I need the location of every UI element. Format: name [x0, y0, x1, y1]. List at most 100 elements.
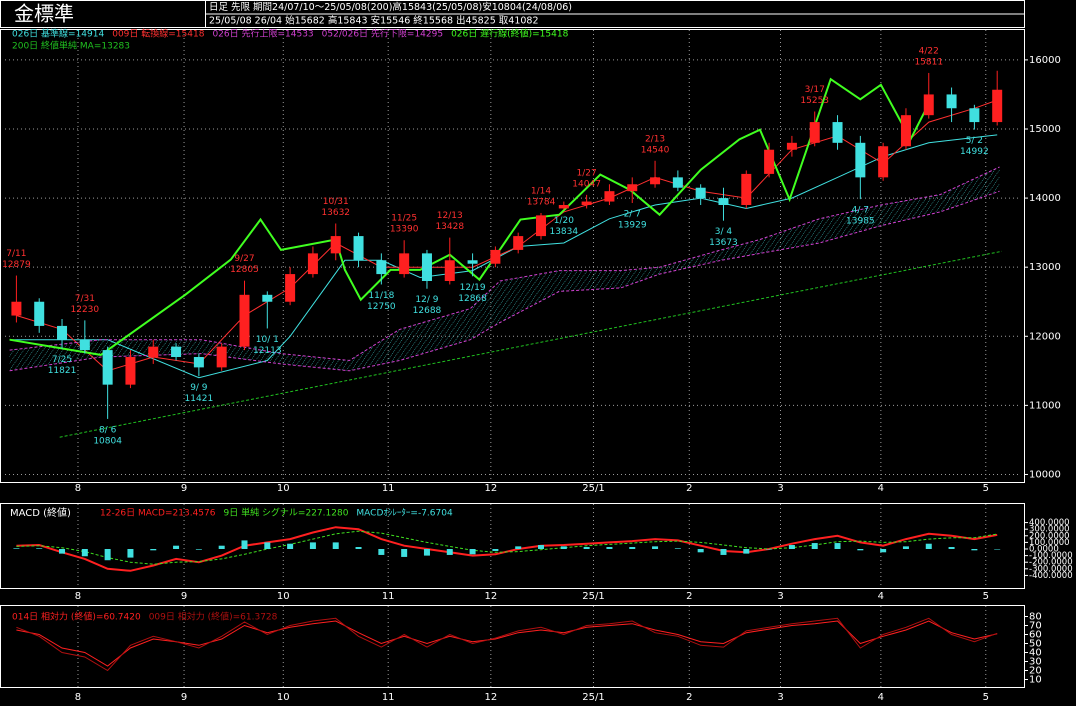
- histogram-bar: [218, 545, 225, 549]
- series-line: [16, 99, 998, 372]
- candle-body: [376, 260, 387, 275]
- histogram-bar: [606, 547, 613, 549]
- histogram-bar: [811, 543, 818, 549]
- candle-body: [855, 142, 866, 178]
- annotation-date: 2/ 7: [624, 209, 641, 219]
- candle-body: [239, 294, 250, 347]
- x-tick-label: 5: [983, 591, 989, 602]
- y-tick-label: -200.0000: [1029, 558, 1073, 568]
- histogram-bar: [287, 543, 294, 549]
- annotation-value: 12230: [71, 305, 100, 315]
- annotation-value: 13428: [435, 222, 464, 232]
- annotation-date: 9/27: [234, 254, 254, 264]
- candle-body: [650, 177, 661, 185]
- candle-body: [627, 184, 638, 192]
- x-tick-label: 9: [181, 591, 187, 602]
- histogram-bar: [629, 547, 636, 549]
- legend-entry: 026日 遅行線(終値)=15418: [451, 28, 569, 40]
- histogram-bar: [674, 548, 681, 549]
- annotation-value: 12688: [413, 306, 442, 316]
- candle-body: [307, 253, 318, 275]
- candle-body: [558, 204, 569, 209]
- candle-body: [285, 274, 296, 302]
- candle-body: [672, 177, 683, 188]
- legend-entry: 014日 相対力 (終値)=60.7420: [12, 611, 141, 623]
- annotation-value: 13834: [549, 227, 578, 237]
- histogram-bar: [423, 549, 430, 556]
- legend-entry: 009日 転換線=15418: [112, 28, 204, 40]
- annotation-value: 13985: [846, 217, 875, 227]
- annotation-value: 13390: [390, 225, 419, 235]
- candle-body: [467, 260, 478, 264]
- annotation-date: 7/31: [75, 294, 95, 304]
- histogram-bar: [560, 546, 567, 549]
- y-tick-label: 14000: [1029, 193, 1061, 204]
- annotation-value: 12868: [458, 294, 487, 304]
- y-tick-label: -400.0000: [1029, 571, 1073, 581]
- histogram-bar: [857, 549, 864, 551]
- x-tick-label: 9: [181, 692, 187, 703]
- candle-body: [969, 108, 980, 123]
- annotation-date: 2/13: [645, 134, 665, 144]
- histogram-bar: [492, 549, 499, 551]
- histogram-bar: [241, 540, 248, 549]
- x-tick-label: 25/1: [582, 591, 604, 602]
- annotation-value: 13784: [527, 198, 556, 208]
- annotation-value: 12879: [2, 260, 31, 270]
- annotation-value: 15253: [800, 96, 829, 106]
- y-tick-label: 40: [1029, 648, 1042, 659]
- histogram-bar: [766, 549, 773, 550]
- candle-body: [923, 94, 934, 116]
- candle-body: [786, 142, 797, 150]
- candle-body: [878, 146, 889, 178]
- histogram-bar: [788, 545, 795, 549]
- histogram-bar: [36, 548, 43, 549]
- candle-body: [57, 325, 68, 340]
- annotation-date: 1/27: [577, 168, 597, 178]
- y-tick-label: 80: [1029, 612, 1042, 623]
- annotation-date: 4/22: [919, 46, 939, 56]
- panel-title: MACD (終値): [10, 506, 71, 519]
- annotation-date: 7/11: [6, 249, 26, 259]
- series-line: [16, 526, 998, 572]
- histogram-bar: [994, 549, 1001, 550]
- histogram-bar: [697, 549, 704, 553]
- histogram-bar: [743, 549, 750, 554]
- legend-entry: 026日 基準線=14914: [12, 28, 104, 40]
- annotation-value: 14992: [960, 147, 989, 157]
- x-tick-label: 2: [686, 483, 692, 494]
- histogram-bar: [173, 545, 180, 549]
- series-line: [9, 166, 1000, 362]
- y-tick-label: 10000: [1029, 469, 1061, 480]
- x-tick-label: 4: [878, 692, 884, 703]
- x-tick-label: 3: [777, 692, 783, 703]
- histogram-bar: [834, 543, 841, 549]
- annotation-value: 14540: [641, 145, 670, 155]
- candle-body: [444, 260, 455, 282]
- y-tick-label: 0.0000: [1029, 545, 1059, 555]
- histogram-bar: [195, 549, 202, 550]
- x-tick-label: 4: [878, 591, 884, 602]
- annotation-date: 8/ 6: [99, 425, 117, 435]
- candle-body: [34, 301, 45, 326]
- annotation-date: 3/ 4: [715, 227, 733, 237]
- y-tick-label: -300.0000: [1029, 564, 1073, 574]
- candle-body: [216, 346, 227, 368]
- annotation-value: 12750: [367, 302, 396, 312]
- annotation-date: 12/ 9: [415, 295, 438, 305]
- histogram-bar: [948, 547, 955, 549]
- candle-body: [695, 187, 706, 199]
- annotation-date: 1/14: [531, 187, 551, 197]
- x-tick-label: 25/1: [582, 692, 604, 703]
- legend-entry: 12-26日 MACD=213.4576: [100, 508, 216, 519]
- series-line: [16, 530, 998, 565]
- x-tick-label: 5: [983, 692, 989, 703]
- panel-frame: [0, 605, 1025, 688]
- x-tick-label: 12: [484, 483, 497, 494]
- annotation-date: 5/ 2: [966, 136, 983, 146]
- candle-body: [11, 301, 22, 316]
- candle-body: [262, 294, 273, 302]
- chart-title: 金標準: [14, 2, 74, 26]
- candle-body: [399, 253, 410, 275]
- annotation-value: 10804: [93, 436, 122, 446]
